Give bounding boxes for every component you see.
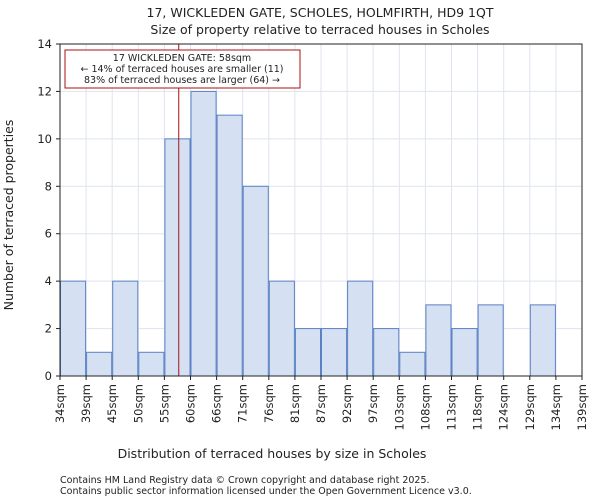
y-axis-label: Number of terraced properties bbox=[1, 120, 16, 311]
annotation-line-3: 83% of terraced houses are larger (64) → bbox=[84, 75, 280, 86]
histogram-bar bbox=[60, 280, 87, 377]
x-tick-label: 81sqm bbox=[288, 384, 302, 423]
histogram-bar bbox=[112, 280, 139, 377]
histogram-bar bbox=[86, 351, 113, 377]
x-tick-label: 45sqm bbox=[105, 384, 119, 423]
histogram-bar bbox=[529, 304, 556, 377]
histogram-bar bbox=[216, 114, 243, 377]
histogram-bar bbox=[373, 328, 400, 377]
x-tick-label: 34sqm bbox=[53, 384, 67, 423]
x-tick-label: 124sqm bbox=[497, 384, 511, 430]
y-tick-label: 6 bbox=[45, 227, 52, 241]
x-ticks: 34sqm 39sqm 45sqm 50sqm 55sqm 60sqm 66sqm 71sqm… bbox=[53, 376, 589, 430]
x-tick-label: 71sqm bbox=[236, 384, 250, 423]
chart-subtitle: Size of property relative to terraced ho… bbox=[150, 22, 489, 37]
y-tick-label: 14 bbox=[37, 37, 52, 51]
histogram-bar bbox=[477, 304, 504, 377]
histogram-bar bbox=[268, 280, 295, 377]
histogram-bar bbox=[451, 328, 478, 377]
x-tick-label: 92sqm bbox=[340, 384, 354, 423]
footer-line-1: Contains HM Land Registry data © Crown c… bbox=[60, 475, 430, 486]
y-tick-label: 10 bbox=[37, 132, 52, 146]
y-tick-label: 0 bbox=[45, 369, 52, 383]
x-tick-label: 39sqm bbox=[79, 384, 93, 423]
annotation-line-1: 17 WICKLEDEN GATE: 58sqm bbox=[113, 53, 251, 64]
x-tick-label: 134sqm bbox=[549, 384, 563, 430]
x-tick-label: 60sqm bbox=[184, 384, 198, 423]
histogram-bar bbox=[242, 185, 269, 377]
x-tick-label: 76sqm bbox=[262, 384, 276, 423]
histogram-bar bbox=[164, 138, 191, 377]
histogram-bar bbox=[294, 328, 321, 377]
y-tick-label: 2 bbox=[45, 322, 52, 336]
x-tick-label: 113sqm bbox=[445, 384, 459, 430]
x-tick-label: 50sqm bbox=[131, 384, 145, 423]
x-tick-label: 55sqm bbox=[157, 384, 171, 423]
y-tick-label: 4 bbox=[45, 274, 52, 288]
bars bbox=[60, 90, 556, 377]
histogram-bar bbox=[138, 351, 165, 377]
annotation-box: 17 WICKLEDEN GATE: 58sqm ← 14% of terrac… bbox=[64, 49, 301, 89]
x-tick-label: 108sqm bbox=[418, 384, 432, 430]
y-tick-label: 12 bbox=[37, 84, 52, 98]
annotation-border bbox=[64, 49, 301, 89]
x-tick-label: 129sqm bbox=[523, 384, 537, 430]
x-tick-label: 97sqm bbox=[366, 384, 380, 423]
histogram-bar bbox=[399, 351, 426, 377]
x-tick-label: 139sqm bbox=[575, 384, 589, 430]
x-axis-label: Distribution of terraced houses by size … bbox=[118, 446, 427, 461]
y-ticks: 0 2 4 6 8 10 12 14 bbox=[37, 37, 60, 383]
histogram-bar bbox=[190, 90, 217, 377]
grid bbox=[59, 43, 583, 377]
x-tick-label: 87sqm bbox=[314, 384, 328, 423]
x-tick-label: 66sqm bbox=[210, 384, 224, 423]
histogram-bar bbox=[347, 280, 374, 377]
histogram-bar bbox=[321, 328, 348, 377]
histogram-bar bbox=[425, 304, 452, 377]
x-tick-label: 118sqm bbox=[471, 384, 485, 430]
chart-title: 17, WICKLEDEN GATE, SCHOLES, HOLMFIRTH, … bbox=[147, 5, 494, 20]
x-tick-label: 103sqm bbox=[392, 384, 406, 430]
footer-line-2: Contains public sector information licen… bbox=[60, 486, 472, 497]
y-tick-label: 8 bbox=[45, 179, 52, 193]
annotation-line-2: ← 14% of terraced houses are smaller (11… bbox=[80, 64, 283, 75]
